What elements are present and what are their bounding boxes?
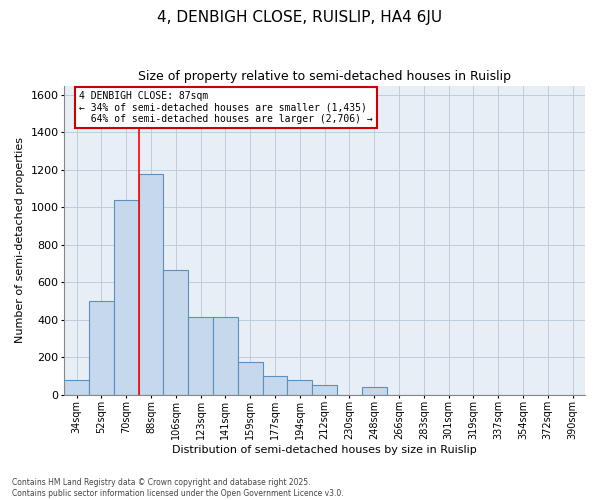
Bar <box>188 317 213 394</box>
Bar <box>139 174 163 394</box>
Bar <box>89 301 114 394</box>
Bar <box>114 200 139 394</box>
Text: 4, DENBIGH CLOSE, RUISLIP, HA4 6JU: 4, DENBIGH CLOSE, RUISLIP, HA4 6JU <box>157 10 443 25</box>
Bar <box>362 387 386 394</box>
Title: Size of property relative to semi-detached houses in Ruislip: Size of property relative to semi-detach… <box>138 70 511 83</box>
Bar <box>163 270 188 394</box>
Bar <box>263 376 287 394</box>
Y-axis label: Number of semi-detached properties: Number of semi-detached properties <box>15 137 25 343</box>
Text: 4 DENBIGH CLOSE: 87sqm
← 34% of semi-detached houses are smaller (1,435)
  64% o: 4 DENBIGH CLOSE: 87sqm ← 34% of semi-det… <box>79 91 373 124</box>
Bar <box>64 380 89 394</box>
Text: Contains HM Land Registry data © Crown copyright and database right 2025.
Contai: Contains HM Land Registry data © Crown c… <box>12 478 344 498</box>
Bar <box>213 317 238 394</box>
Bar <box>238 362 263 394</box>
Bar <box>287 380 312 394</box>
X-axis label: Distribution of semi-detached houses by size in Ruislip: Distribution of semi-detached houses by … <box>172 445 477 455</box>
Bar <box>312 385 337 394</box>
